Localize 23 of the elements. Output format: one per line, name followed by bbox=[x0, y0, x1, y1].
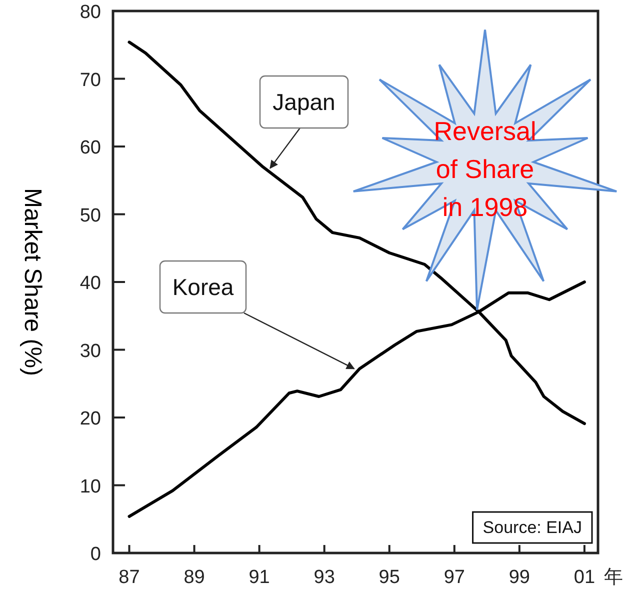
y-tick-label: 10 bbox=[80, 476, 101, 498]
x-tick-label: 87 bbox=[118, 567, 140, 588]
x-tick-label: 97 bbox=[444, 567, 465, 588]
y-tick-label: 30 bbox=[80, 340, 101, 362]
x-tick-label: 93 bbox=[314, 567, 335, 588]
annotation: Reversal of Share in 1998 bbox=[434, 116, 536, 222]
y-tick-label: 70 bbox=[80, 70, 101, 91]
x-tick-label: 89 bbox=[184, 567, 205, 588]
y-tick-label: 40 bbox=[80, 273, 101, 294]
x-tick-label: 91 bbox=[248, 567, 270, 588]
annotation: Japan bbox=[272, 89, 336, 115]
annotation: Source: EIAJ bbox=[482, 518, 582, 537]
y-tick-label: 20 bbox=[80, 408, 101, 430]
y-tick-label: 80 bbox=[80, 2, 101, 23]
y-tick-label: 60 bbox=[80, 138, 101, 158]
y-tick-label: 50 bbox=[80, 205, 101, 226]
x-tick-label: 99 bbox=[508, 567, 530, 588]
x-tick-label: 01 bbox=[574, 567, 596, 588]
x-tick-label: 95 bbox=[378, 567, 400, 588]
x-axis-title: 年 bbox=[604, 567, 623, 588]
annotation: Korea bbox=[172, 274, 234, 300]
y-axis-title: Market Share (%) bbox=[19, 188, 46, 376]
y-tick-label: 0 bbox=[90, 544, 101, 565]
